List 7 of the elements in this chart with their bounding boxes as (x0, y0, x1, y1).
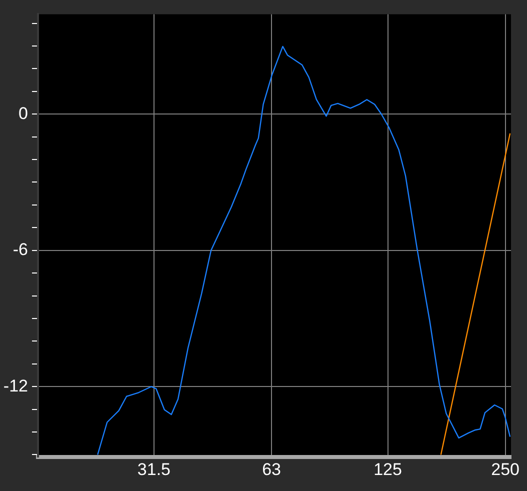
x-tick-label: 31.5 (137, 460, 171, 479)
y-tick-label: -6 (12, 240, 28, 260)
y-tick-label: -12 (3, 376, 28, 396)
y-tick-label: 0 (18, 104, 28, 123)
x-tick-label: 125 (374, 460, 402, 479)
x-tick-label: 250 (491, 460, 520, 479)
x-tick-label: 63 (262, 460, 281, 479)
